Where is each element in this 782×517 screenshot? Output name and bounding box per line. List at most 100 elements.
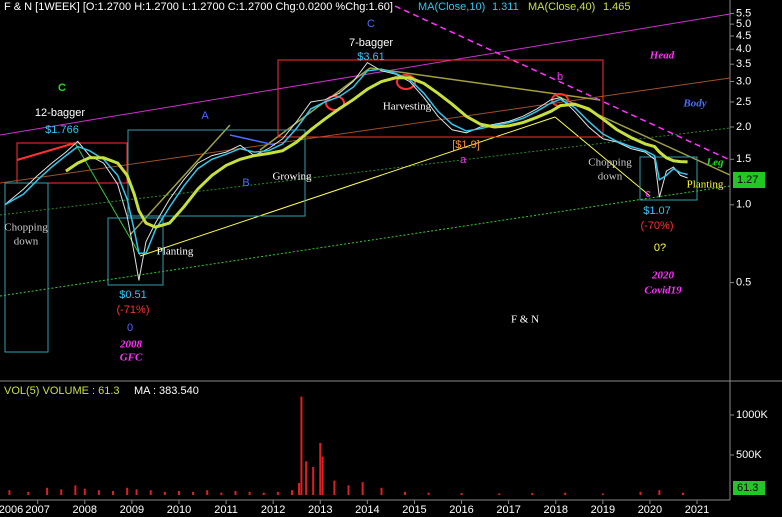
volume-bar (74, 485, 77, 495)
series-line (4, 68, 688, 254)
annotation: b (557, 71, 563, 83)
annotation: Harvesting (383, 101, 432, 113)
volume-bar (276, 491, 279, 495)
annotation: C (367, 18, 375, 30)
annotation: $1.766 (45, 124, 79, 136)
y-tick-label: 2.0 (736, 121, 751, 133)
annotation: down (14, 236, 39, 248)
x-tick-label: 2020 (638, 504, 662, 516)
volume-bar (27, 491, 30, 495)
volume-bar (60, 489, 63, 495)
annotation: (-71%) (116, 304, 149, 316)
volume-bar (126, 487, 129, 495)
annotation: 7-bagger (349, 37, 393, 49)
y-tick-label: 1.0 (736, 199, 751, 211)
volume-bar (300, 396, 303, 495)
circle-marker (396, 74, 416, 90)
zone-box (4, 182, 49, 353)
volume-bar (206, 490, 209, 495)
volume-bar (460, 493, 463, 495)
volume-bar (321, 456, 324, 495)
annotation: [$1.9] (452, 139, 480, 151)
last-volume-box (733, 481, 765, 495)
volume-bar (319, 443, 322, 495)
chart-header: F & N [1WEEK] [O:1.2700 H:1.2700 L:1.270… (4, 1, 393, 13)
annotation: (-70%) (640, 220, 673, 232)
volume-bar (112, 491, 115, 495)
volume-bar (291, 490, 293, 495)
legend-value: 1.311 (492, 1, 519, 13)
volume-bar (404, 491, 407, 495)
x-tick-label: 2011 (214, 504, 238, 516)
volume-header: VOL(5) VOLUME : 61.3 (4, 385, 120, 397)
y-tick-label: 2.5 (736, 96, 751, 108)
y-tick-label: 5.5 (736, 7, 751, 19)
annotation: Chopping (588, 157, 632, 169)
y-tick-label: 1.5 (736, 153, 751, 165)
annotation: c (645, 188, 651, 200)
trend-line (0, 127, 731, 216)
trend-line (229, 134, 276, 146)
annotation: $1.07 (643, 205, 671, 217)
x-tick-label: 2014 (355, 504, 379, 516)
volume-bar (312, 467, 315, 495)
zone-box (16, 142, 128, 184)
y-tick-label: 3.0 (736, 75, 751, 87)
annotation: Covid19 (644, 285, 682, 297)
volume-bar (531, 493, 534, 495)
volume-bar (498, 493, 501, 495)
annotation: Planting (687, 179, 724, 191)
trend-line (74, 142, 141, 256)
last-price-label: 1.27 (737, 174, 758, 186)
x-tick-label: 2006 (0, 504, 23, 516)
trend-line (16, 142, 76, 161)
trend-line (554, 116, 651, 197)
x-tick-label: 2018 (543, 504, 567, 516)
volume-bar (564, 492, 567, 495)
y-tick-label: 4.5 (736, 30, 751, 42)
zone-box (107, 217, 164, 286)
y-tick-label: 0.5 (736, 277, 751, 289)
legend-label: MA(Close,10) (418, 1, 485, 13)
annotation: Head (649, 50, 675, 62)
zone-box (127, 129, 306, 217)
annotation: B (242, 177, 249, 189)
annotation: F & N (511, 314, 539, 326)
annotation: $3.61 (357, 51, 385, 63)
x-tick-label: 2021 (685, 504, 709, 516)
volume-bar (177, 491, 180, 495)
y-tick-label: 4.0 (736, 43, 751, 55)
annotation: A (201, 110, 209, 122)
annotation: Planting (157, 246, 194, 258)
series-line (4, 61, 688, 281)
legend-value: 1.465 (603, 1, 631, 13)
volume-bar (46, 487, 49, 495)
annotation: 12-bagger (35, 107, 85, 119)
volume-bar (380, 487, 383, 495)
y-tick-label: 3.5 (736, 58, 751, 70)
y-tick-label: 5.0 (736, 18, 751, 30)
trend-line (394, 5, 731, 161)
x-tick-label: 2019 (591, 504, 615, 516)
volume-bar (681, 492, 684, 495)
volume-bar (305, 461, 308, 495)
annotation: C (58, 82, 66, 94)
volume-bar (601, 493, 604, 495)
volume-bar (262, 492, 265, 495)
last-price-box (733, 172, 765, 188)
annotation: 2020 (651, 270, 675, 282)
series-line (65, 76, 688, 229)
volume-bar (97, 490, 100, 495)
zone-box (639, 156, 698, 201)
volume-bar (192, 491, 195, 495)
trend-line (0, 185, 731, 297)
volume-bar (333, 480, 336, 495)
last-volume-label: 61.3 (737, 482, 758, 494)
volume-bar (639, 491, 642, 495)
volume-bar (298, 483, 301, 495)
y-tick-label: 1000K (736, 409, 768, 421)
x-tick-label: 2012 (261, 504, 285, 516)
volume-bar (234, 491, 237, 495)
